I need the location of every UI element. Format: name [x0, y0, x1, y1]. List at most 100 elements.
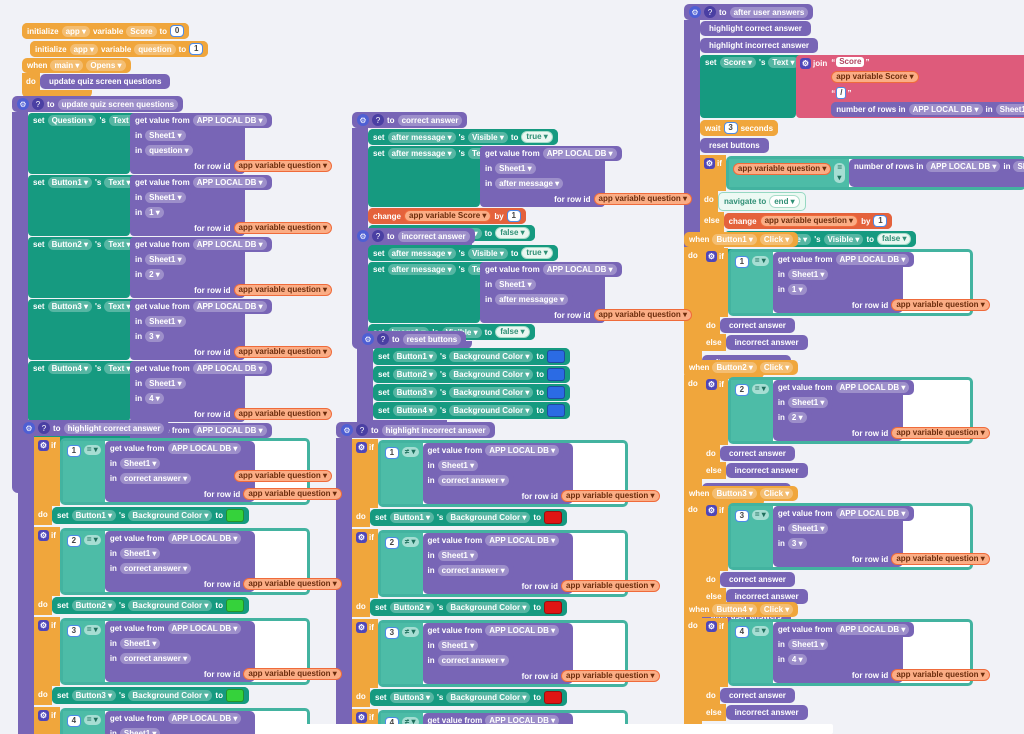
color-swatch[interactable] [543, 511, 562, 524]
variable-chip[interactable]: app variable question ▾ [233, 470, 332, 482]
dropdown-chip[interactable]: APP LOCAL DB ▾ [908, 104, 983, 115]
color-swatch[interactable] [225, 689, 244, 702]
dropdown-chip[interactable]: Button2 ▾ [392, 369, 438, 380]
dropdown-chip[interactable]: after message ▾ [387, 247, 456, 259]
help-icon[interactable]: ? [372, 230, 384, 242]
dropdown-chip[interactable]: Button3 ▾ [47, 301, 93, 312]
operator-dropdown[interactable]: = ▾ [83, 535, 101, 545]
dropdown-chip[interactable]: Visible ▾ [823, 233, 864, 245]
dropdown-chip[interactable]: Click ▾ [759, 604, 794, 615]
dropdown-chip[interactable]: APP LOCAL DB ▾ [192, 115, 267, 126]
call-highlight-correct[interactable]: highlight correct answer [700, 21, 811, 36]
dropdown-chip[interactable]: Background Color ▾ [446, 602, 531, 613]
number-input[interactable]: 3 [723, 122, 738, 134]
gear-icon[interactable]: ⚙ [17, 98, 29, 110]
call-update-quiz[interactable]: update quiz screen questions [40, 74, 171, 89]
text-string[interactable]: “/” [831, 87, 852, 99]
color-swatch[interactable] [546, 404, 565, 417]
dropdown-chip[interactable]: Text ▾ [108, 115, 139, 126]
dropdown-chip[interactable]: Button2 ▾ [712, 362, 757, 373]
dropdown-chip[interactable]: correct answer ▾ [119, 473, 192, 484]
variable-chip[interactable]: app variable question ▾ [561, 580, 660, 592]
dropdown-chip[interactable]: Sheet1 ▾ [787, 269, 829, 280]
color-swatch[interactable] [225, 509, 244, 522]
operator-dropdown[interactable]: = ▾ [83, 715, 101, 725]
dropdown-chip[interactable]: Click ▾ [759, 234, 794, 245]
dropdown-chip[interactable]: question ▾ [145, 145, 193, 156]
operator-dropdown[interactable]: = ▾ [83, 445, 101, 455]
mutator-gear-icon[interactable]: ⚙ [800, 58, 811, 69]
operator-dropdown[interactable]: = ▾ [83, 625, 101, 635]
init-score-block[interactable]: initialize app ▾ variable Score to 0 [22, 23, 190, 39]
dropdown-chip[interactable]: Button3 ▾ [389, 692, 435, 703]
variable-chip[interactable]: app variable question ▾ [561, 490, 660, 502]
dropdown-chip[interactable]: 1 ▾ [145, 207, 164, 218]
dropdown-chip[interactable]: Button4 ▾ [47, 363, 93, 374]
dropdown-chip[interactable]: Button1 ▾ [712, 234, 757, 245]
set-bgcolor-block[interactable]: set Button1 ▾'s Background Color ▾ to [52, 507, 249, 524]
change-variable-block[interactable]: change app variable question ▾ by 1 [723, 213, 893, 229]
fn-highlight-incorrect-answer[interactable]: ⚙? to highlight incorrect answer ⚙ if 1 ≠ ▾ get… [336, 422, 660, 734]
call-incorrect-answer[interactable]: incorrect answer [725, 589, 808, 604]
dropdown-chip[interactable]: Button3 ▾ [392, 387, 438, 398]
dropdown-chip[interactable]: correct answer ▾ [119, 653, 192, 664]
dropdown-chip[interactable]: Sheet1 ▾ [145, 378, 186, 389]
dropdown-chip[interactable]: Sheet1 ▾ [787, 397, 829, 408]
if-block[interactable]: ⚙ if 3 ≠ ▾ get value from APP LOCAL DB ▾ in She… [352, 619, 660, 707]
dropdown-chip[interactable]: APP LOCAL DB ▾ [167, 533, 242, 544]
dropdown-chip[interactable]: question [134, 43, 176, 55]
number-input[interactable]: 1 [189, 43, 204, 55]
dropdown-chip[interactable]: 1 ▾ [787, 284, 807, 295]
dropdown-chip[interactable]: 3 ▾ [787, 538, 807, 549]
number-input[interactable]: 1 [873, 215, 888, 227]
fn-correct-answer[interactable]: ⚙? to correct answer set after message ▾'s Vi… [352, 112, 692, 250]
when-button1-click[interactable]: when Button1 ▾ Click ▾ do ⚙ if 1 = ▾ get value f… [684, 232, 990, 379]
if-block[interactable]: ⚙ if 3 = ▾ get value from APP LOCAL DB ▾ in She… [34, 617, 342, 705]
dropdown-chip[interactable]: Button2 ▾ [71, 600, 117, 611]
set-bgcolor-block[interactable]: set Button2 ▾'s Background Color ▾ to [373, 366, 570, 383]
variable-chip[interactable]: app variable question ▾ [593, 309, 692, 321]
dropdown-chip[interactable]: Click ▾ [759, 362, 794, 373]
set-bgcolor-block[interactable]: set Button3 ▾'s Background Color ▾ to [370, 689, 567, 706]
dropdown-chip[interactable]: APP LOCAL DB ▾ [192, 301, 267, 312]
dropdown-chip[interactable]: Visible ▾ [467, 247, 508, 259]
dropdown-chip[interactable]: Background Color ▾ [128, 690, 213, 701]
fn-reset-buttons[interactable]: ⚙? to reset buttons set Button1 ▾'s Backgroun… [357, 331, 570, 428]
dropdown-chip[interactable]: Background Color ▾ [449, 351, 534, 362]
mutator-gear-icon[interactable]: ⚙ [38, 710, 49, 721]
dropdown-chip[interactable]: Text ▾ [104, 177, 135, 188]
dropdown-chip[interactable]: 4 ▾ [145, 393, 164, 404]
boolean-dropdown[interactable]: true ▾ [521, 247, 553, 259]
dropdown-chip[interactable]: Sheet1 ▾ [145, 130, 186, 141]
variable-chip[interactable]: app variable question ▾ [759, 215, 859, 227]
mutator-gear-icon[interactable]: ⚙ [38, 530, 49, 541]
dropdown-chip[interactable]: after message ▾ [387, 131, 456, 143]
variable-chip[interactable]: app variable question ▾ [243, 668, 342, 680]
dropdown-chip[interactable]: after messagge ▾ [495, 294, 569, 305]
help-icon[interactable]: ? [32, 98, 44, 110]
dropdown-chip[interactable]: APP LOCAL DB ▾ [835, 382, 910, 393]
dropdown-chip[interactable]: Button1 ▾ [392, 351, 438, 362]
number-input[interactable]: 1 [384, 447, 399, 459]
gear-icon[interactable]: ⚙ [357, 114, 369, 126]
set-visible-block[interactable]: set after message ▾'s Visible ▾ to true ▾ [368, 245, 558, 261]
boolean-dropdown[interactable]: true ▾ [521, 131, 553, 143]
dropdown-chip[interactable]: highlight correct answer [63, 422, 165, 434]
dropdown-chip[interactable]: Sheet1 ▾ [787, 523, 829, 534]
number-input[interactable]: 1 [734, 256, 749, 268]
dropdown-chip[interactable]: APP LOCAL DB ▾ [835, 624, 910, 635]
dropdown-chip[interactable]: Background Color ▾ [449, 387, 534, 398]
mutator-gear-icon[interactable]: ⚙ [706, 251, 717, 262]
call-correct-answer[interactable]: correct answer [720, 318, 795, 333]
when-button4-click[interactable]: when Button4 ▾ Click ▾ do ⚙ if 4 = ▾ get value f… [684, 602, 990, 734]
number-input[interactable]: 1 [66, 445, 81, 457]
dropdown-chip[interactable]: update quiz screen questions [57, 98, 179, 110]
dropdown-chip[interactable]: Sheet1 ▾ [119, 458, 161, 469]
